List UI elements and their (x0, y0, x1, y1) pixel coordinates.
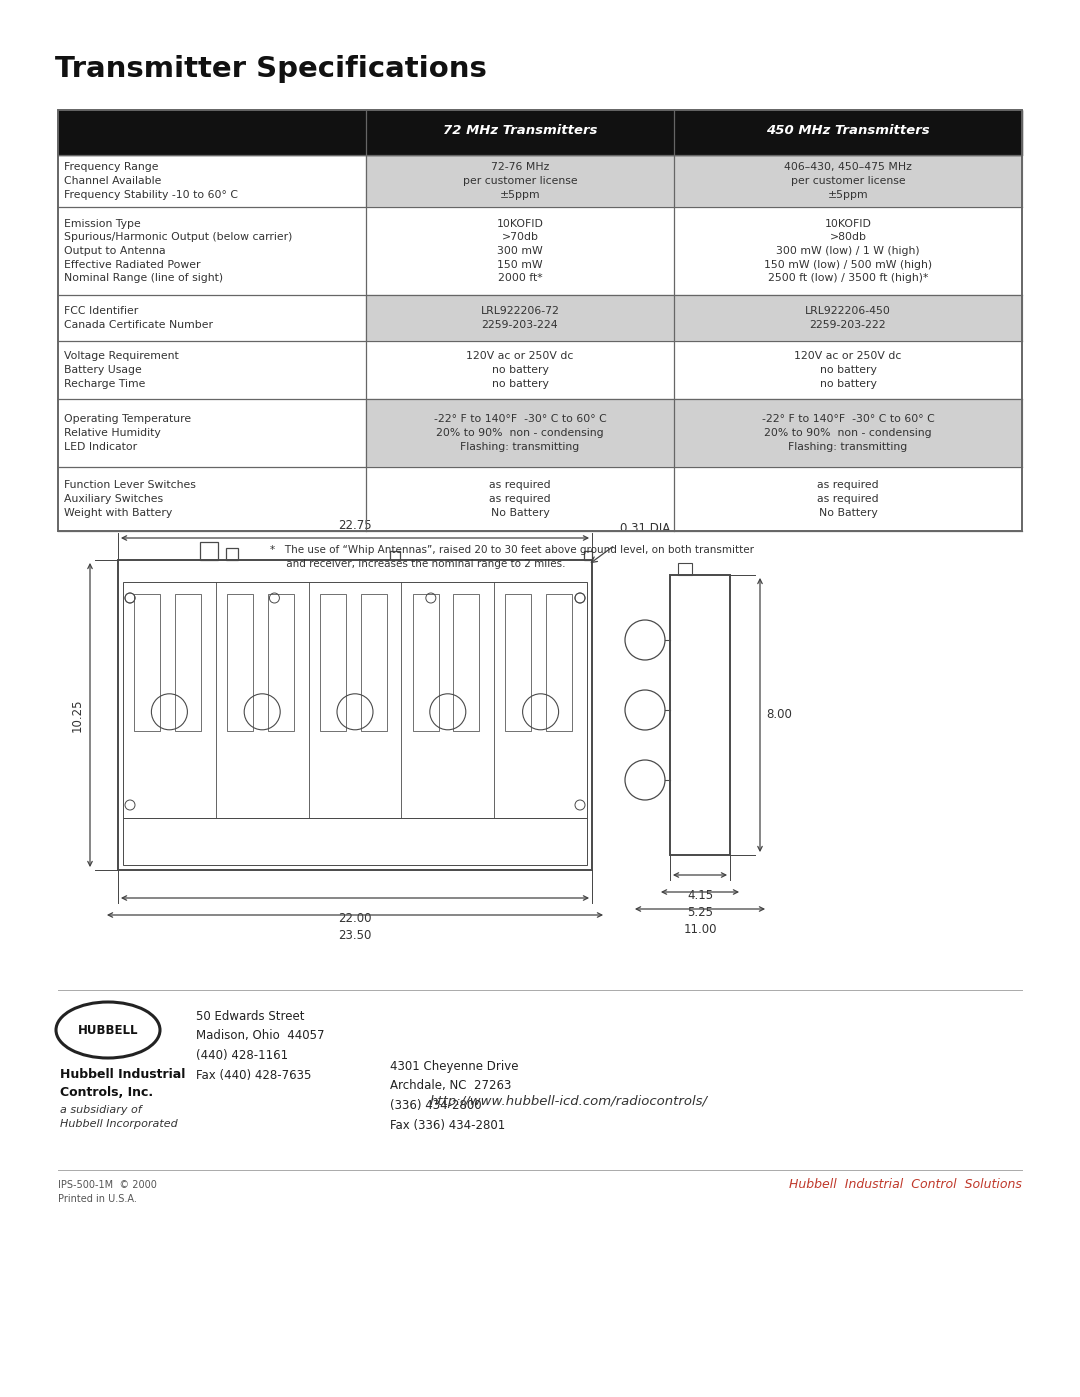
Bar (175, 594, 201, 731)
Bar (58, 400, 366, 467)
Bar (584, 550, 592, 560)
Bar (505, 594, 531, 731)
Bar (674, 467, 1022, 531)
Text: 8.00: 8.00 (766, 708, 792, 721)
Text: Hubbell  Industrial  Control  Solutions: Hubbell Industrial Control Solutions (789, 1178, 1022, 1192)
Text: 0.31 DIA.: 0.31 DIA. (620, 522, 674, 535)
Bar (268, 594, 294, 731)
Bar (674, 295, 1022, 341)
Text: as required
as required
No Battery: as required as required No Battery (489, 481, 551, 518)
Text: and receiver, increases the nominal range to 2 miles.: and receiver, increases the nominal rang… (270, 559, 566, 569)
Bar (123, 819, 588, 865)
Bar (58, 295, 366, 341)
Text: -22° F to 140°F  -30° C to 60° C
20% to 90%  non - condensing
Flashing: transmit: -22° F to 140°F -30° C to 60° C 20% to 9… (761, 415, 934, 451)
Text: 72 MHz Transmitters: 72 MHz Transmitters (443, 124, 597, 137)
Text: a subsidiary of
Hubbell Incorporated: a subsidiary of Hubbell Incorporated (60, 1105, 178, 1129)
Bar (366, 400, 674, 467)
Text: *   The use of “Whip Antennas”, raised 20 to 30 feet above ground level, on both: * The use of “Whip Antennas”, raised 20 … (270, 545, 754, 555)
Bar (670, 576, 730, 855)
Bar (58, 155, 366, 207)
Bar (674, 155, 1022, 207)
Bar (366, 207, 674, 295)
Text: Frequency Range
Channel Available
Frequency Stability -10 to 60° C: Frequency Range Channel Available Freque… (64, 162, 238, 200)
Text: 4301 Cheyenne Drive
Archdale, NC  27263
(336) 434-2800
Fax (336) 434-2801: 4301 Cheyenne Drive Archdale, NC 27263 (… (390, 1060, 518, 1132)
Text: Function Lever Switches
Auxiliary Switches
Weight with Battery: Function Lever Switches Auxiliary Switch… (64, 481, 195, 518)
Bar (58, 467, 366, 531)
Text: IPS-500-1M  © 2000
Printed in U.S.A.: IPS-500-1M © 2000 Printed in U.S.A. (58, 1180, 157, 1204)
Bar (366, 341, 674, 400)
Bar (227, 594, 253, 731)
Bar (366, 295, 674, 341)
Bar (366, 155, 674, 207)
Text: 10KOFID
>80db
300 mW (low) / 1 W (high)
150 mW (low) / 500 mW (high)
2500 ft (lo: 10KOFID >80db 300 mW (low) / 1 W (high) … (764, 219, 932, 284)
Text: 10KOFID
>70db
300 mW
150 mW
2000 ft*: 10KOFID >70db 300 mW 150 mW 2000 ft* (497, 219, 543, 284)
Text: 450 MHz Transmitters: 450 MHz Transmitters (766, 124, 930, 137)
Text: http://www.hubbell-icd.com/radiocontrols/: http://www.hubbell-icd.com/radiocontrols… (430, 1095, 708, 1108)
Bar (413, 594, 438, 731)
Bar (390, 550, 400, 560)
Text: 120V ac or 250V dc
no battery
no battery: 120V ac or 250V dc no battery no battery (794, 352, 902, 388)
Text: LRL922206-450
2259-203-222: LRL922206-450 2259-203-222 (805, 306, 891, 330)
Text: 22.75: 22.75 (338, 520, 372, 532)
Bar (226, 548, 238, 560)
Bar (366, 467, 674, 531)
Bar (118, 560, 592, 870)
Text: Voltage Requirement
Battery Usage
Recharge Time: Voltage Requirement Battery Usage Rechar… (64, 352, 179, 388)
Text: -22° F to 140°F  -30° C to 60° C
20% to 90%  non - condensing
Flashing: transmit: -22° F to 140°F -30° C to 60° C 20% to 9… (434, 415, 606, 451)
Text: as required
as required
No Battery: as required as required No Battery (818, 481, 879, 518)
Bar (678, 563, 692, 576)
Bar (546, 594, 572, 731)
Bar (58, 341, 366, 400)
Bar (361, 594, 387, 731)
Text: 50 Edwards Street
Madison, Ohio  44057
(440) 428-1161
Fax (440) 428-7635: 50 Edwards Street Madison, Ohio 44057 (4… (195, 1010, 324, 1081)
Text: 120V ac or 250V dc
no battery
no battery: 120V ac or 250V dc no battery no battery (467, 352, 573, 388)
Text: Transmitter Specifications: Transmitter Specifications (55, 54, 487, 82)
Text: 406–430, 450–475 MHz
per customer license
±5ppm: 406–430, 450–475 MHz per customer licens… (784, 162, 912, 200)
Bar (134, 594, 160, 731)
Text: 5.25: 5.25 (687, 907, 713, 919)
Bar (123, 583, 588, 819)
Bar (674, 207, 1022, 295)
Text: 11.00: 11.00 (684, 923, 717, 936)
Text: 23.50: 23.50 (338, 929, 372, 942)
Bar (320, 594, 346, 731)
Text: FCC Identifier
Canada Certificate Number: FCC Identifier Canada Certificate Number (64, 306, 213, 330)
Text: HUBBELL: HUBBELL (78, 1024, 138, 1037)
Bar (200, 542, 218, 560)
Bar (58, 110, 1022, 155)
Text: LRL922206-72
2259-203-224: LRL922206-72 2259-203-224 (481, 306, 559, 330)
Bar (674, 400, 1022, 467)
Text: 4.15: 4.15 (687, 888, 713, 902)
Text: Hubbell Industrial
Controls, Inc.: Hubbell Industrial Controls, Inc. (60, 1067, 186, 1099)
Text: 10.25: 10.25 (71, 698, 84, 732)
Bar (58, 110, 1022, 531)
Bar (454, 594, 480, 731)
Text: 72-76 MHz
per customer license
±5ppm: 72-76 MHz per customer license ±5ppm (462, 162, 578, 200)
Text: Emission Type
Spurious/Harmonic Output (below carrier)
Output to Antenna
Effecti: Emission Type Spurious/Harmonic Output (… (64, 219, 293, 284)
Text: 22.00: 22.00 (338, 912, 372, 925)
Bar (674, 341, 1022, 400)
Bar (58, 207, 366, 295)
Text: Operating Temperature
Relative Humidity
LED Indicator: Operating Temperature Relative Humidity … (64, 415, 191, 451)
